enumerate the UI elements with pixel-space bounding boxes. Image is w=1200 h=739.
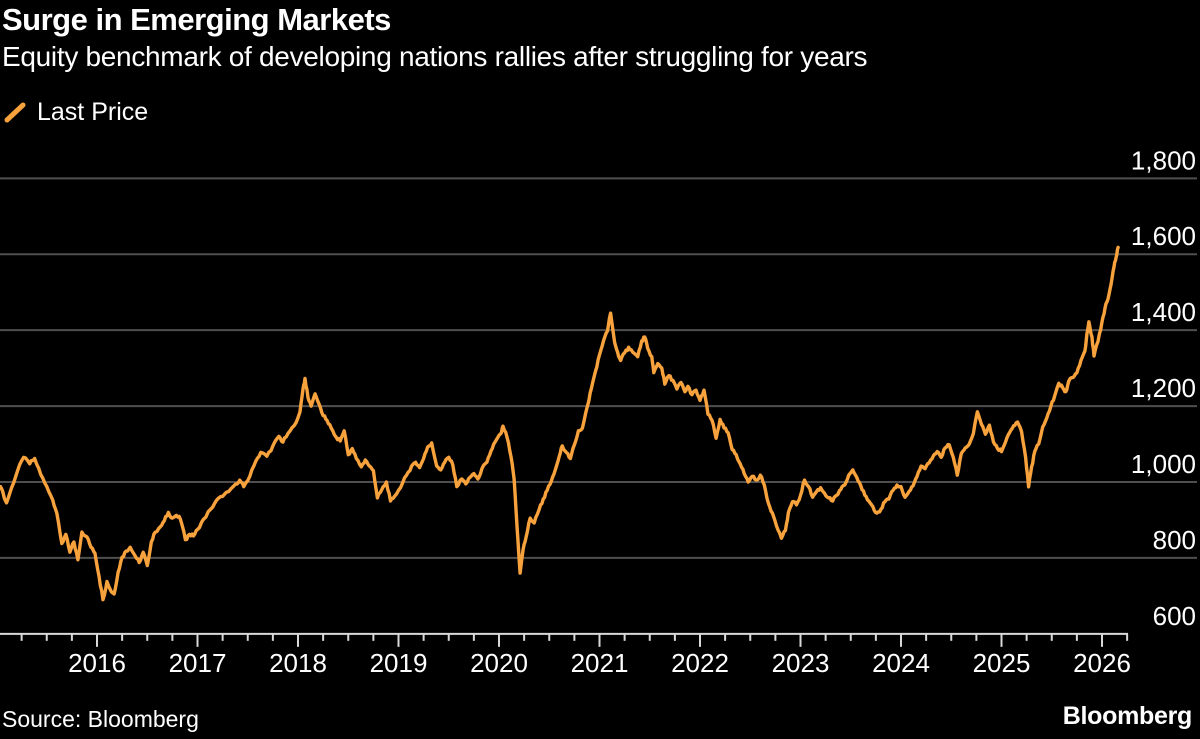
svg-text:1,400: 1,400: [1131, 297, 1196, 327]
svg-text:2025: 2025: [973, 648, 1031, 678]
svg-text:2024: 2024: [872, 648, 930, 678]
svg-text:1,200: 1,200: [1131, 373, 1196, 403]
svg-text:2019: 2019: [370, 648, 428, 678]
svg-text:2026: 2026: [1073, 648, 1131, 678]
legend: Last Price: [4, 98, 148, 127]
source-note: Source: Bloomberg: [2, 706, 199, 732]
svg-text:2022: 2022: [671, 648, 729, 678]
svg-text:1,000: 1,000: [1131, 449, 1196, 479]
bloomberg-logo: Bloomberg: [1062, 702, 1193, 730]
legend-slash-icon: [4, 102, 26, 123]
svg-text:800: 800: [1153, 525, 1196, 555]
svg-text:2017: 2017: [169, 648, 227, 678]
legend-label: Last Price: [37, 98, 149, 126]
svg-text:2021: 2021: [571, 648, 629, 678]
svg-text:2020: 2020: [470, 648, 528, 678]
svg-text:2018: 2018: [269, 648, 327, 678]
svg-text:600: 600: [1153, 601, 1196, 631]
svg-text:2016: 2016: [68, 648, 126, 678]
chart-area: 600 800 1,000 1,200 1,400 1,600 1,800 2016 2017 2…: [0, 140, 1200, 690]
svg-text:2023: 2023: [772, 648, 830, 678]
line-chart: 600 800 1,000 1,200 1,400 1,600 1,800 2016 2017 2…: [0, 145, 1197, 678]
chart-title: Surge in Emerging Markets: [2, 2, 391, 37]
svg-text:1,600: 1,600: [1131, 221, 1196, 251]
svg-text:1,800: 1,800: [1131, 145, 1196, 175]
chart-subtitle: Equity benchmark of developing nations r…: [2, 41, 868, 72]
